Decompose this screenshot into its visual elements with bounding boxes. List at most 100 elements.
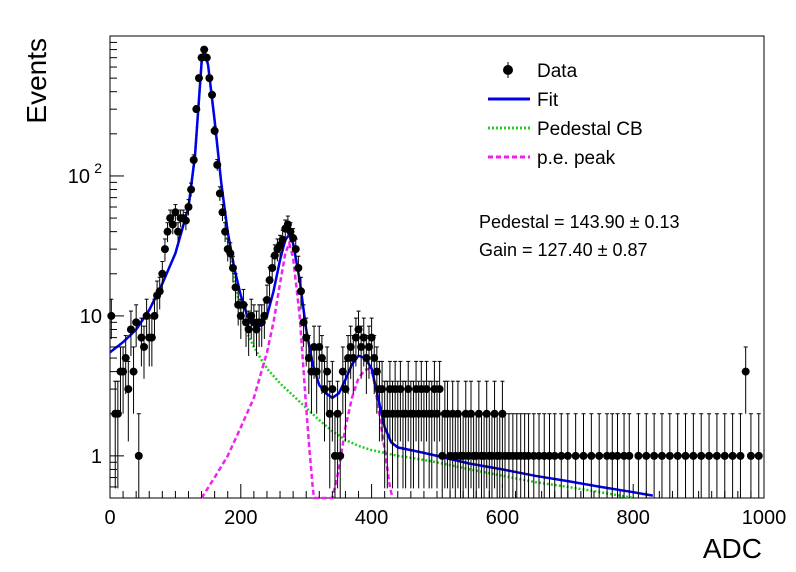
data-marker [634, 451, 643, 460]
data-point [333, 380, 342, 489]
data-point [323, 346, 332, 414]
data-marker [194, 74, 203, 83]
fit-curves [109, 49, 654, 500]
data-marker [174, 227, 183, 236]
data-marker [171, 208, 180, 217]
data-point [192, 105, 201, 114]
data-point [194, 74, 203, 83]
data-marker [563, 451, 572, 460]
data-marker [317, 354, 326, 363]
data-marker [202, 53, 211, 62]
y-tick-label-100: 10 [68, 166, 90, 188]
data-point [317, 335, 326, 395]
data-point [262, 284, 271, 320]
data-point [113, 380, 122, 489]
data-marker [557, 451, 566, 460]
series-p-e-peak-line [200, 239, 394, 500]
data-marker [160, 245, 169, 254]
data-point [587, 413, 596, 498]
data-marker [189, 156, 198, 165]
data-point [257, 304, 266, 347]
data-point [435, 360, 444, 442]
data-point [121, 335, 130, 395]
data-marker [338, 367, 347, 376]
data-point [657, 413, 666, 498]
data-point [728, 413, 737, 498]
data-point [304, 335, 313, 395]
data-point [134, 413, 143, 498]
y-axis-label: Events [21, 38, 52, 124]
legend-entry-data: Data [503, 61, 578, 82]
data-point [291, 238, 300, 262]
data-marker [364, 342, 373, 351]
data-marker [187, 185, 196, 194]
data-marker [754, 451, 763, 460]
data-point [184, 199, 193, 216]
data-point [372, 346, 381, 414]
data-marker [665, 451, 674, 460]
data-point [160, 238, 169, 262]
data-point [341, 360, 350, 442]
data-marker [132, 318, 141, 327]
data-point [226, 242, 235, 267]
data-marker [650, 451, 659, 460]
data-marker [137, 333, 146, 342]
data-marker [119, 367, 128, 376]
data-point [563, 413, 572, 498]
data-point [174, 222, 183, 243]
data-marker [736, 451, 745, 460]
data-point [210, 126, 219, 136]
data-point [137, 317, 146, 367]
data-marker [346, 342, 355, 351]
data-point [634, 413, 643, 498]
data-marker [181, 216, 190, 225]
y-tick-exponent: 2 [94, 160, 102, 176]
data-marker [728, 451, 737, 460]
data-marker [270, 251, 279, 260]
data-marker [296, 287, 305, 296]
data-point [346, 325, 355, 379]
data-marker [208, 90, 217, 99]
legend-label: p.e. peak [537, 148, 616, 169]
data-marker [239, 300, 248, 309]
data-point [202, 53, 211, 62]
data-marker [705, 451, 714, 460]
data-marker [689, 451, 698, 460]
data-marker [333, 409, 342, 418]
data-point [557, 413, 566, 498]
data-marker [341, 385, 350, 394]
x-axis: 0 200 400 600 800 1000 [104, 484, 786, 529]
data-marker [215, 189, 224, 198]
data-point [242, 304, 251, 347]
legend-data-marker [503, 65, 513, 75]
data-marker [595, 451, 604, 460]
data-point [351, 317, 360, 367]
data-marker [262, 295, 271, 304]
data-marker [673, 451, 682, 460]
y-tick-label-1: 1 [91, 446, 102, 468]
legend: Data Fit Pedestal CB p.e. peak [488, 61, 643, 169]
data-marker [354, 325, 363, 334]
data-point [187, 182, 196, 197]
data-marker [129, 367, 138, 376]
data-point [289, 228, 298, 250]
data-marker [370, 354, 379, 363]
data-point [336, 413, 345, 498]
data-point [705, 413, 714, 498]
data-point [642, 413, 651, 498]
data-point [404, 360, 413, 442]
x-axis-label: ADC [703, 533, 762, 564]
data-marker [351, 333, 360, 342]
data-point [320, 360, 329, 442]
data-point [208, 90, 217, 99]
data-marker [435, 385, 444, 394]
data-marker [396, 385, 405, 394]
data-marker [205, 74, 214, 83]
data-marker [218, 208, 227, 217]
data-point [673, 413, 682, 498]
data-marker [404, 385, 413, 394]
data-point [181, 211, 190, 231]
x-tick-label-1000: 1000 [742, 507, 787, 529]
legend-label: Pedestal CB [537, 119, 643, 140]
data-marker [482, 409, 491, 418]
